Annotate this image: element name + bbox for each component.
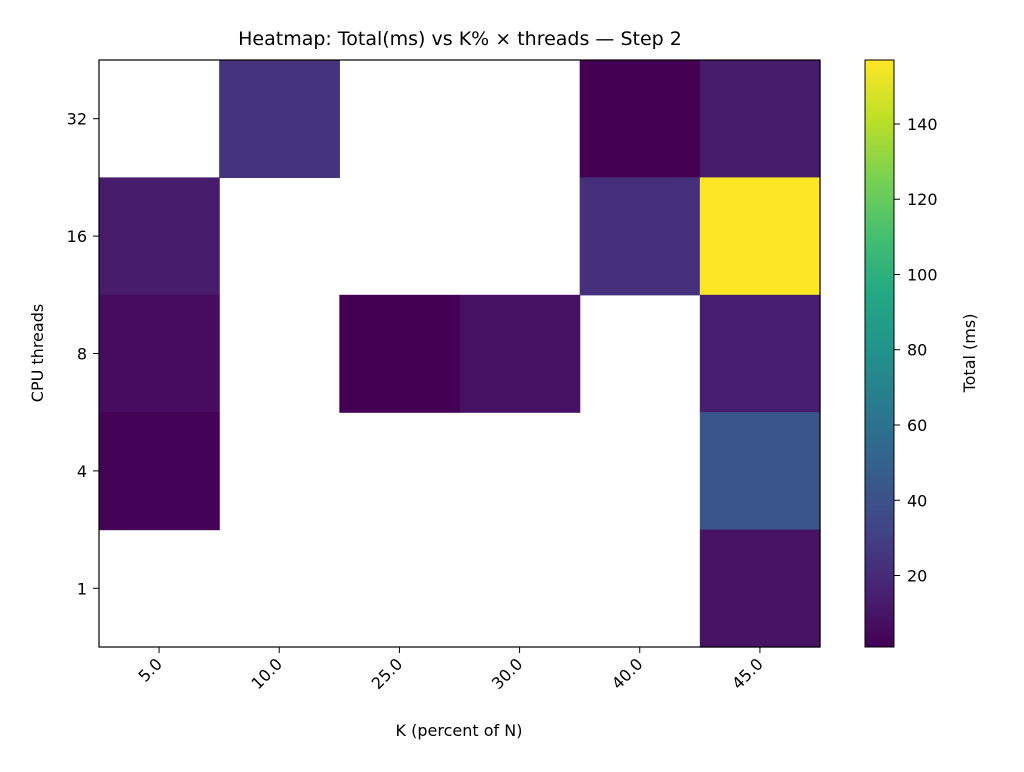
colorbar-tick-label: 80	[907, 341, 927, 360]
colorbar-tick-label: 140	[907, 115, 938, 134]
colorbar-tick-label: 60	[907, 416, 927, 435]
heatmap-cell-8-5.0	[99, 294, 220, 413]
y-tick-label: 4	[77, 462, 87, 481]
colorbar-tick-label: 100	[907, 265, 938, 284]
colorbar-tick-label: 40	[907, 491, 927, 510]
heatmap-cell-32-10.0	[219, 60, 340, 178]
x-tick-label: 40.0	[608, 654, 647, 693]
heatmap-cell-16-5.0	[99, 177, 220, 296]
heatmap-cell-8-30.0	[459, 294, 581, 413]
heatmap-cell-16-40.0	[579, 177, 701, 296]
heatmap-cell-32-40.0	[579, 60, 701, 178]
x-tick-label: 5.0	[134, 654, 165, 685]
heatmap-cell-1-45.0	[699, 529, 821, 648]
colorbar	[864, 59, 895, 648]
y-axis-label: CPU threads	[28, 304, 47, 402]
heatmap-cell-16-45.0	[699, 177, 821, 296]
heatmap-cell-8-25.0	[339, 294, 461, 413]
chart-title: Heatmap: Total(ms) vs K% × threads — Ste…	[238, 28, 682, 50]
x-axis-ticks: 5.0 10.0 25.0 30.0 40.0 45.0	[134, 647, 767, 693]
x-tick-label: 45.0	[728, 654, 767, 693]
y-tick-label: 16	[67, 227, 87, 246]
heatmap-cells	[99, 60, 821, 648]
colorbar-tick-label: 20	[907, 567, 927, 586]
colorbar-tick-label: 120	[907, 190, 938, 209]
x-tick-label: 30.0	[488, 654, 527, 693]
x-tick-label: 10.0	[247, 654, 286, 693]
x-tick-label: 25.0	[368, 654, 407, 693]
y-axis-ticks: 32 16 8 4 1	[67, 110, 99, 598]
heatmap-cell-32-45.0	[699, 60, 821, 178]
colorbar-ticks: 20 40 60 80 100 120 140	[894, 115, 938, 586]
y-tick-label: 8	[77, 345, 87, 364]
y-tick-label: 1	[77, 579, 87, 598]
colorbar-label: Total (ms)	[960, 314, 979, 394]
y-tick-label: 32	[67, 110, 87, 129]
heatmap-cell-8-45.0	[699, 294, 821, 413]
heatmap-cell-4-45.0	[699, 412, 821, 531]
x-axis-label: K (percent of N)	[396, 721, 523, 740]
heatmap-cell-4-5.0	[99, 412, 220, 531]
